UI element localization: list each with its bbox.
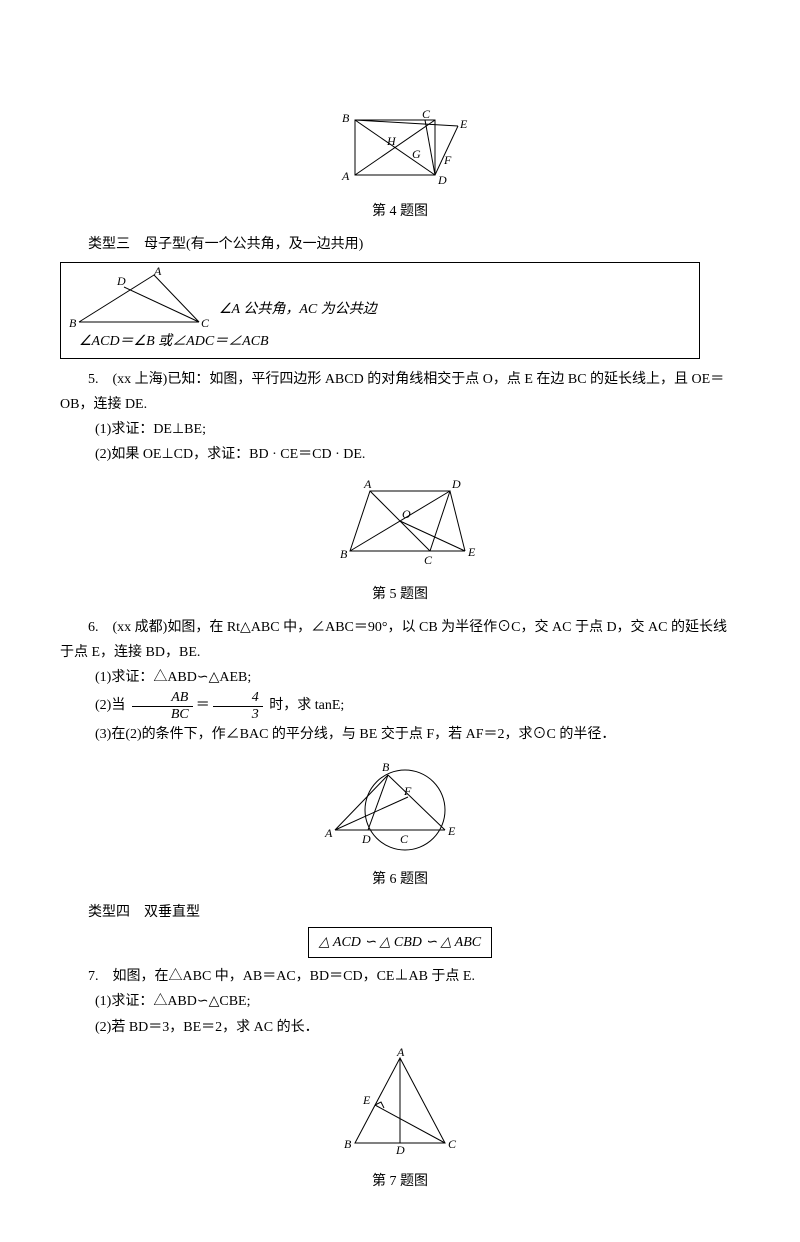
fig4-label-G: G [412, 147, 421, 161]
type3-label-A: A [153, 267, 162, 278]
fig4-label-B: B [342, 111, 350, 125]
figure-6: A B C D E F 第 6 题图 [60, 755, 740, 891]
fig4-label-H: H [386, 134, 397, 148]
type3-box-cond: ∠ACD＝∠B 或∠ADC＝∠ACB [69, 329, 691, 354]
fig7-label-A: A [396, 1048, 405, 1059]
fig6-label-D: D [361, 832, 371, 846]
type4-box-wrap: △ ACD ∽ △ CBD ∽ △ ABC [60, 927, 740, 958]
fig4-label-E: E [459, 117, 468, 131]
fig6-label-E: E [447, 824, 456, 838]
q6-stem: 6. (xx 成都)如图，在 Rt△ABC 中，∠ABC＝90°，以 CB 为半… [60, 615, 740, 665]
figure-5-svg: A B C D E O [320, 476, 480, 571]
fig4-label-D: D [437, 173, 447, 187]
figure-6-svg: A B C D E F [320, 755, 480, 855]
type4-title: 类型四 双垂直型 [60, 900, 740, 925]
figure-6-caption: 第 6 题图 [60, 867, 740, 892]
figure-5: A B C D E O 第 5 题图 [60, 476, 740, 607]
type3-title: 类型三 母子型(有一个公共角，及一边共用) [60, 232, 740, 257]
type3-label-C: C [201, 316, 209, 329]
q6-p3: (3)在(2)的条件下，作∠BAC 的平分线，与 BE 交于点 F，若 AF＝2… [60, 722, 740, 747]
q5-p2: (2)如果 OE⊥CD，求证：BD · CE＝CD · DE. [60, 442, 740, 467]
type3-triangle-svg: A B C D [69, 267, 209, 329]
fig4-label-A: A [341, 169, 350, 183]
q7-p1: (1)求证：△ABD∽△CBE; [60, 989, 740, 1014]
q6-frac-ab-bc: AB BC [132, 690, 193, 722]
q6-frac-4-3: 4 3 [213, 690, 263, 722]
fig6-label-B: B [382, 760, 390, 774]
figure-7-caption: 第 7 题图 [60, 1169, 740, 1194]
fig5-label-B: B [340, 547, 348, 561]
q5-p1: (1)求证：DE⊥BE; [60, 417, 740, 442]
fig4-label-C: C [422, 108, 431, 121]
fig7-label-B: B [344, 1137, 352, 1151]
fig5-label-A: A [363, 477, 372, 491]
q6-p2: (2)当 AB BC ＝ 4 3 时，求 tanE; [60, 690, 740, 722]
fig5-label-E: E [467, 545, 476, 559]
fig6-label-F: F [403, 784, 412, 798]
fig4-label-F: F [443, 153, 452, 167]
fig6-label-A: A [324, 826, 333, 840]
fig6-label-C: C [400, 832, 409, 846]
fig7-label-D: D [395, 1143, 405, 1157]
q5-stem: 5. (xx 上海)已知：如图，平行四边形 ABCD 的对角线相交于点 O，点 … [60, 367, 740, 417]
fig7-label-E: E [362, 1093, 371, 1107]
q6-p2-prefix: (2)当 [95, 699, 125, 714]
fig7-label-C: C [448, 1137, 457, 1151]
figure-7-svg: A B C D E [330, 1048, 470, 1158]
figure-4: A B C D E F G H 第 4 题图 [60, 108, 740, 224]
type3-label-B: B [69, 316, 77, 329]
figure-4-caption: 第 4 题图 [60, 199, 740, 224]
fig5-label-O: O [402, 507, 411, 521]
figure-7: A B C D E 第 7 题图 [60, 1048, 740, 1194]
q7-p2: (2)若 BD＝3，BE＝2，求 AC 的长． [60, 1015, 740, 1040]
type3-label-D: D [116, 274, 126, 288]
figure-4-svg: A B C D E F G H [330, 108, 470, 188]
type3-box: A B C D ∠A 公共角，AC 为公共边 ∠ACD＝∠B 或∠ADC＝∠AC… [60, 262, 700, 359]
q7-stem: 7. 如图，在△ABC 中，AB＝AC，BD＝CD，CE⊥AB 于点 E. [60, 964, 740, 989]
type4-box: △ ACD ∽ △ CBD ∽ △ ABC [308, 927, 492, 958]
q6-p2-suffix: 时，求 tanE; [269, 699, 344, 714]
type3-box-text: ∠A 公共角，AC 为公共边 [219, 297, 377, 328]
q6-p1: (1)求证：△ABD∽△AEB; [60, 665, 740, 690]
fig5-label-C: C [424, 553, 433, 567]
figure-5-caption: 第 5 题图 [60, 582, 740, 607]
fig5-label-D: D [451, 477, 461, 491]
